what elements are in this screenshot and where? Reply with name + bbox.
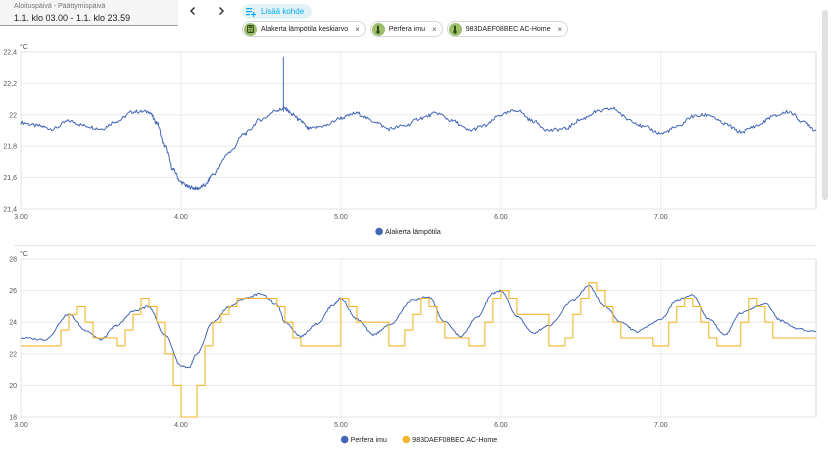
- date-range-value[interactable]: 1.1. klo 03.00 - 1.1. klo 23.59: [14, 13, 131, 23]
- legend-marker: [402, 435, 411, 444]
- plot-frame: [20, 258, 817, 418]
- x-tick-label: 3.00: [14, 422, 28, 429]
- y-tick-label: 21,8: [3, 144, 17, 151]
- y-tick-label: 21,6: [3, 175, 17, 182]
- close-icon[interactable]: ×: [432, 24, 437, 34]
- add-target-button[interactable]: Lisää kohde: [242, 4, 313, 19]
- temperature-chart-perfera-ac[interactable]: °C 18 20 22 24 26 28 3.00 4.00 5.00 6.00 7.00 Perfer…: [0, 247, 819, 450]
- thermometer-icon: [371, 22, 385, 36]
- thermometer-icon: [448, 22, 462, 36]
- date-range-picker[interactable]: Aloituspäivä - Päättymispäivä 1.1. klo 0…: [0, 0, 178, 26]
- temperature-chart-alakerta[interactable]: °C 21,4 21,6 21,8 22 22,2 22,4 3.00 4.00 5.00 6.00…: [0, 40, 819, 245]
- chip-alakerta-average[interactable]: Alakerta lämpötila keskiarvo ×: [242, 21, 366, 37]
- series-line: [20, 284, 817, 369]
- selected-targets: Alakerta lämpötila keskiarvo × Perfera i…: [242, 21, 569, 37]
- x-tick-label: 3.00: [14, 214, 28, 221]
- x-tick-label: 4.00: [174, 422, 188, 429]
- chip-label: Alakerta lämpötila keskiarvo: [261, 25, 349, 33]
- legend-marker: [340, 435, 349, 444]
- x-tick-label: 7.00: [654, 422, 668, 429]
- y-tick-label: 28: [9, 257, 17, 264]
- chip-label: 983DAEF08BEC AC-Home: [465, 25, 551, 33]
- chip-ac-home[interactable]: 983DAEF08BEC AC-Home ×: [446, 21, 569, 37]
- y-tick-label: 18: [9, 415, 17, 422]
- next-period-button[interactable]: [214, 5, 228, 19]
- y-tick-label: 21,4: [3, 207, 17, 214]
- y-tick-label: 24: [9, 320, 17, 327]
- x-tick-label: 5.00: [334, 422, 348, 429]
- close-icon[interactable]: ×: [557, 24, 563, 34]
- x-tick-label: 7.00: [654, 214, 668, 221]
- legend-label: 983DAEF08BEC AC-Home: [412, 437, 497, 444]
- legend-marker: [375, 227, 383, 236]
- legend-label: Alakerta lämpötila: [385, 229, 441, 236]
- previous-period-button[interactable]: [186, 5, 200, 19]
- calculator-icon: [244, 22, 257, 36]
- x-tick-label: 6.00: [494, 422, 508, 429]
- y-tick-label: 20: [9, 383, 17, 390]
- x-tick-label: 6.00: [494, 214, 508, 221]
- series-line: [20, 106, 817, 191]
- add-target-label: Lisää kohde: [261, 7, 305, 16]
- playlist-plus-icon: [246, 7, 256, 17]
- unit-label: °C: [20, 43, 28, 51]
- scrollbar-thumb[interactable]: [822, 10, 828, 200]
- unit-label: °C: [20, 250, 28, 258]
- chip-perfera-imu[interactable]: Perfera imu ×: [369, 21, 443, 37]
- y-tick-label: 22,2: [3, 81, 17, 88]
- series-line: [21, 282, 816, 418]
- chart-divider: [14, 245, 816, 246]
- x-tick-label: 4.00: [174, 214, 188, 221]
- plot-frame: [20, 51, 817, 210]
- toolbar: Aloituspäivä - Päättymispäivä 1.1. klo 0…: [0, 0, 831, 40]
- chevron-left-icon: [189, 6, 196, 16]
- chevron-right-icon: [218, 6, 225, 16]
- y-tick-label: 22: [9, 351, 17, 358]
- chip-label: Perfera imu: [388, 25, 426, 33]
- close-icon[interactable]: ×: [355, 24, 360, 34]
- y-tick-label: 22: [9, 112, 17, 119]
- legend-label: Perfera imu: [351, 437, 387, 444]
- y-tick-label: 22,4: [3, 50, 17, 57]
- x-tick-label: 5.00: [334, 214, 348, 221]
- y-tick-label: 26: [9, 288, 17, 295]
- date-range-label: Aloituspäivä - Päättymispäivä: [14, 3, 106, 10]
